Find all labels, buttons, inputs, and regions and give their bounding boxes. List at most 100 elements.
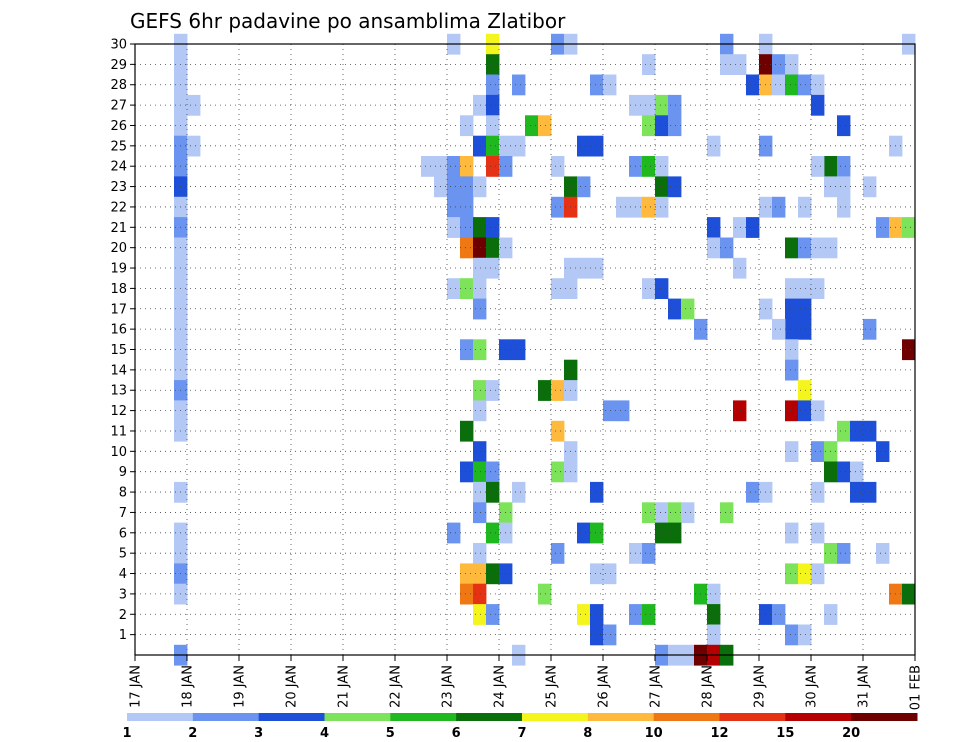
heatmap-cell [473,400,487,422]
x-tick-label: 01 FEB [909,665,924,710]
heatmap-cell [772,196,786,218]
heatmap-cell [811,441,825,462]
heatmap-cell [798,380,812,401]
x-tick-label: 26 JAN [597,665,612,708]
x-tick-label: 29 JAN [753,665,768,708]
heatmap-cell [642,115,656,137]
heatmap-cell [473,604,487,625]
colorbar-label: 3 [254,726,263,741]
y-tick-label: 5 [119,547,127,562]
heatmap-cell [746,481,760,503]
heatmap-cell [486,604,500,625]
x-tick-label: 24 JAN [493,665,508,708]
colorbar-swatch [456,713,523,721]
y-tick-label: 10 [110,445,127,460]
heatmap-cell [668,522,682,544]
heatmap-cell [473,135,487,157]
y-tick-label: 29 [110,58,127,73]
heatmap-cell [551,461,565,483]
heatmap-cell [876,543,890,564]
heatmap-cell [785,54,799,75]
colorbar-swatch [324,713,391,721]
colorbar-swatch [851,713,918,721]
heatmap-cell [473,380,487,401]
heatmap-cell [603,563,617,585]
heatmap-cell [642,543,656,564]
heatmap-cell [746,74,760,96]
heatmap-cell [460,196,474,218]
heatmap-cell [473,217,487,238]
heatmap-cell [811,481,825,503]
heatmap-cell [811,563,825,585]
heatmap-cell [642,196,656,218]
heatmap-cell [616,196,630,218]
x-tick-label: 17 JAN [129,665,144,708]
heatmap-cell [655,115,669,137]
heatmap-cell [785,278,799,299]
heatmap-cell [460,563,474,585]
heatmap-cell [473,298,487,320]
heatmap-cell [811,156,825,177]
heatmap-cell [850,420,864,442]
heatmap-cell [460,278,474,299]
heatmap-cell [525,115,539,137]
heatmap-cell [577,135,591,157]
heatmap-cell [642,278,656,299]
heatmap-cell [720,237,734,259]
heatmap-cell [642,156,656,177]
x-tick-label: 30 JAN [805,665,820,708]
heatmap-cell [447,278,461,299]
colorbar-swatch [258,713,325,721]
heatmap-cell [733,217,747,238]
heatmap-cell [655,278,669,299]
chart-title: GEFS 6hr padavine po ansamblima Zlatibor [130,9,566,33]
heatmap-cell [772,318,786,340]
heatmap-cell [655,156,669,177]
y-tick-label: 22 [110,200,127,215]
heatmap-cell [837,420,851,442]
heatmap-cell [707,217,721,238]
heatmap-cell [668,115,682,137]
y-tick-label: 19 [110,262,127,277]
heatmap-cell [642,94,656,116]
y-tick-label: 9 [119,465,127,480]
y-tick-label: 25 [110,139,127,154]
heatmap-cell [785,400,799,422]
heatmap-cell [707,604,721,625]
heatmap-cell [772,54,786,75]
heatmap-cell [603,624,617,646]
heatmap-cell [512,135,526,157]
heatmap-cell [486,380,500,401]
y-tick-label: 1 [119,628,127,643]
x-tick-label: 19 JAN [233,665,248,708]
heatmap-cell [798,298,812,320]
heatmap-cell [811,522,825,544]
heatmap-cell [720,54,734,75]
heatmap-cell [785,318,799,340]
y-tick-label: 7 [119,506,127,521]
heatmap-cell [837,156,851,177]
y-tick-label: 14 [110,363,127,378]
heatmap-cell [486,156,500,177]
y-tick-label: 28 [110,78,127,93]
heatmap-cell [460,339,474,361]
heatmap-cell [668,94,682,116]
heatmap-cell [785,441,799,462]
x-tick-label: 31 JAN [857,665,872,708]
heatmap-cell [798,624,812,646]
plot-frame [134,43,916,656]
colorbar-swatch [127,713,194,721]
heatmap-cell [460,420,474,442]
heatmap-cell [473,237,487,259]
heatmap-cell [681,298,695,320]
heatmap-cell [733,257,747,279]
heatmap-cell [577,257,591,279]
heatmap-cell [811,278,825,299]
heatmap-cell [746,217,760,238]
y-tick-label: 21 [110,221,127,236]
heatmap-cell [603,74,617,96]
colorbar-label: 10 [645,726,663,741]
heatmap-cell [863,318,877,340]
x-tick-label: 28 JAN [701,665,716,708]
